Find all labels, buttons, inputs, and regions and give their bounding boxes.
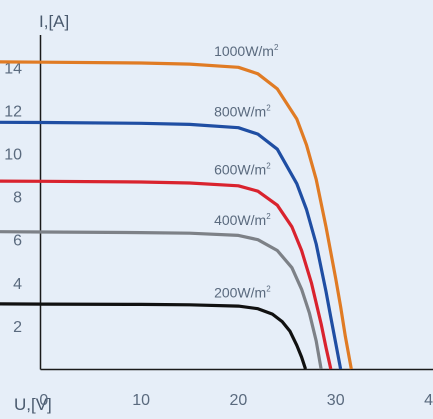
- series-label: 200W/m2: [214, 284, 271, 300]
- y-tick-labels: 2 4 6 8 10 12 14: [4, 60, 22, 336]
- series-label: 800W/m2: [214, 103, 271, 119]
- y-tick-label: 10: [4, 147, 22, 164]
- series-label: 600W/m2: [214, 162, 271, 178]
- x-tick-labels: 0 10 20 30 40: [39, 392, 433, 409]
- x-axis-label: U,[V]: [14, 395, 52, 414]
- series-line: [0, 179, 333, 370]
- series-curves: [0, 60, 353, 370]
- x-tick-label: 10: [132, 392, 150, 409]
- y-tick-label: 14: [4, 60, 22, 77]
- y-tick-label: 4: [13, 276, 22, 293]
- series-labels: 1000W/m2 800W/m2 600W/m2 400W/m2 200W/m2: [214, 43, 279, 300]
- series-line: [0, 120, 343, 370]
- x-tick-label: 40: [424, 392, 433, 409]
- series-label: 1000W/m2: [214, 43, 279, 59]
- series-label: 400W/m2: [214, 212, 271, 228]
- y-axis-label: I,[A]: [39, 12, 69, 31]
- y-tick-label: 2: [13, 319, 22, 336]
- y-tick-label: 6: [13, 233, 22, 250]
- x-tick-label: 30: [327, 392, 345, 409]
- series-line: [0, 302, 308, 370]
- x-tick-label: 0: [39, 392, 48, 409]
- x-tick-label: 20: [229, 392, 247, 409]
- series-line: [0, 60, 353, 370]
- y-tick-label: 8: [13, 190, 22, 207]
- series-line: [0, 230, 323, 370]
- y-tick-label: 12: [4, 103, 22, 120]
